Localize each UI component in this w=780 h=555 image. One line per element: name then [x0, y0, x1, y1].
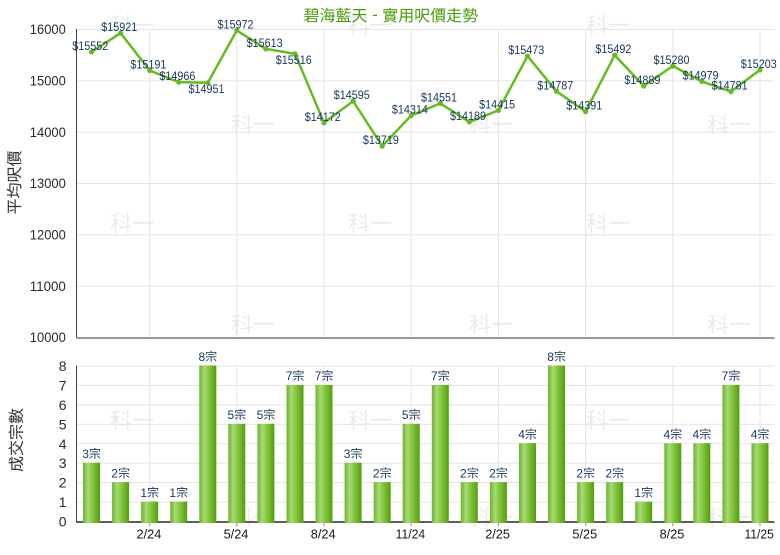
svg-text:$14979: $14979 — [683, 70, 719, 82]
svg-text:4: 4 — [59, 436, 67, 452]
svg-text:2: 2 — [460, 466, 467, 480]
svg-text:11000: 11000 — [30, 278, 66, 294]
svg-text:1: 1 — [169, 486, 176, 500]
svg-text:$14951: $14951 — [189, 84, 225, 96]
svg-text:2: 2 — [111, 466, 118, 480]
svg-text:$14172: $14172 — [305, 112, 341, 124]
svg-text:$14889: $14889 — [624, 75, 660, 87]
svg-text:1: 1 — [634, 486, 641, 500]
svg-text:2: 2 — [59, 475, 67, 491]
svg-text:$15613: $15613 — [247, 38, 283, 50]
svg-text:3: 3 — [59, 455, 67, 471]
svg-text:$13719: $13719 — [363, 135, 399, 147]
svg-text:8: 8 — [199, 350, 206, 364]
svg-text:$15921: $15921 — [101, 22, 137, 34]
svg-text:15000: 15000 — [30, 73, 66, 89]
svg-text:7: 7 — [722, 369, 729, 383]
svg-text:2: 2 — [489, 466, 496, 480]
svg-text:7: 7 — [59, 377, 67, 393]
svg-text:$15972: $15972 — [218, 19, 254, 31]
svg-text:16000: 16000 — [30, 21, 66, 37]
svg-text:2: 2 — [576, 466, 583, 480]
svg-text:$14787: $14787 — [537, 80, 573, 92]
svg-text:$14966: $14966 — [159, 71, 195, 83]
svg-text:2/24: 2/24 — [137, 526, 162, 541]
svg-text:7: 7 — [431, 369, 438, 383]
svg-text:10000: 10000 — [30, 329, 66, 345]
svg-text:4: 4 — [664, 428, 671, 442]
svg-text:8/25: 8/25 — [660, 526, 685, 541]
svg-text:7: 7 — [315, 369, 322, 383]
svg-text:$15473: $15473 — [508, 45, 544, 57]
svg-text:$14314: $14314 — [392, 105, 429, 117]
svg-text:$15191: $15191 — [130, 60, 166, 72]
svg-text:$14781: $14781 — [712, 81, 748, 93]
svg-text:12000: 12000 — [30, 227, 66, 243]
svg-text:4: 4 — [751, 428, 758, 442]
svg-text:1: 1 — [140, 486, 147, 500]
svg-text:2/25: 2/25 — [485, 526, 510, 541]
svg-text:11/24: 11/24 — [396, 526, 426, 541]
svg-text:13000: 13000 — [30, 175, 66, 191]
svg-text:5: 5 — [402, 408, 409, 422]
svg-text:$14551: $14551 — [421, 92, 457, 104]
svg-text:1: 1 — [59, 494, 67, 510]
svg-text:$14391: $14391 — [566, 101, 602, 113]
svg-text:8: 8 — [59, 358, 67, 374]
svg-text:$15492: $15492 — [595, 44, 631, 56]
svg-text:5/25: 5/25 — [572, 526, 597, 541]
svg-text:$14415: $14415 — [479, 99, 515, 111]
svg-text:8/24: 8/24 — [311, 526, 336, 541]
svg-text:3: 3 — [344, 447, 351, 461]
svg-text:0: 0 — [59, 514, 67, 530]
svg-text:5: 5 — [228, 408, 235, 422]
svg-text:14000: 14000 — [30, 124, 66, 140]
svg-text:$15203: $15203 — [741, 59, 777, 71]
svg-text:$14595: $14595 — [334, 90, 370, 102]
svg-text:-: - — [372, 7, 377, 24]
svg-text:8: 8 — [547, 350, 554, 364]
svg-text:$15280: $15280 — [654, 55, 690, 67]
svg-text:2: 2 — [373, 466, 380, 480]
svg-text:$14189: $14189 — [450, 111, 486, 123]
svg-text:$15552: $15552 — [72, 41, 108, 53]
svg-text:6: 6 — [59, 397, 67, 413]
svg-text:4: 4 — [693, 428, 700, 442]
svg-text:2: 2 — [605, 466, 612, 480]
svg-text:5: 5 — [257, 408, 264, 422]
svg-text:3: 3 — [82, 447, 89, 461]
svg-text:$15516: $15516 — [276, 55, 312, 67]
svg-text:4: 4 — [518, 428, 525, 442]
svg-text:11/25: 11/25 — [744, 526, 774, 541]
svg-text:5: 5 — [59, 416, 67, 432]
svg-text:5/24: 5/24 — [224, 526, 249, 541]
svg-text:7: 7 — [286, 369, 293, 383]
